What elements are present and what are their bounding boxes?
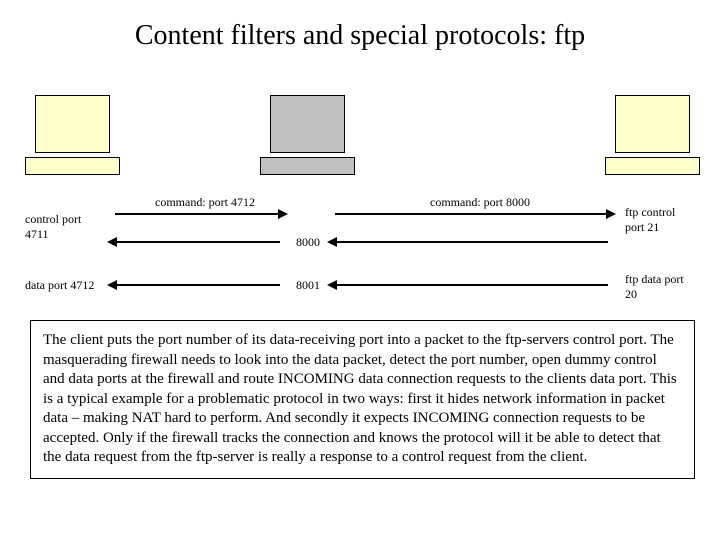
description-text: The client puts the port number of its d… — [43, 332, 677, 465]
arrow-5-line — [115, 284, 280, 286]
title-text: Content filters and special protocols: f… — [135, 20, 585, 51]
label-ftp-data-a: ftp data port — [625, 272, 684, 287]
arrow-3-head — [107, 237, 117, 247]
server-base — [605, 157, 700, 175]
arrow-6-head — [327, 280, 337, 290]
label-ctrl-4711-b: 4711 — [25, 227, 49, 242]
arrow-3-line — [115, 241, 280, 243]
arrow-2-head — [606, 209, 616, 219]
label-cmd-8000: command: port 8000 — [430, 195, 530, 210]
description-box: The client puts the port number of its d… — [30, 320, 695, 479]
arrow-1-head — [278, 209, 288, 219]
label-ftp-ctrl-b: port 21 — [625, 220, 659, 235]
label-port-8001: 8001 — [296, 278, 320, 293]
arrow-1-line — [115, 213, 280, 215]
label-ctrl-4711-a: control port — [25, 212, 81, 227]
arrow-4-head — [327, 237, 337, 247]
firewall-monitor — [270, 95, 345, 153]
client-base — [25, 157, 120, 175]
label-ftp-ctrl-a: ftp control — [625, 205, 675, 220]
arrow-2-line — [335, 213, 608, 215]
firewall-computer — [270, 95, 345, 153]
client-computer — [35, 95, 110, 153]
arrow-4-line — [335, 241, 608, 243]
arrow-5-head — [107, 280, 117, 290]
arrow-6-line — [335, 284, 608, 286]
label-cmd-4712: command: port 4712 — [155, 195, 255, 210]
server-computer — [615, 95, 690, 153]
label-data-4712: data port 4712 — [25, 278, 94, 293]
server-monitor — [615, 95, 690, 153]
firewall-base — [260, 157, 355, 175]
label-port-8000: 8000 — [296, 235, 320, 250]
page-title: Content filters and special protocols: f… — [0, 20, 720, 52]
client-monitor — [35, 95, 110, 153]
label-ftp-data-b: 20 — [625, 287, 637, 302]
